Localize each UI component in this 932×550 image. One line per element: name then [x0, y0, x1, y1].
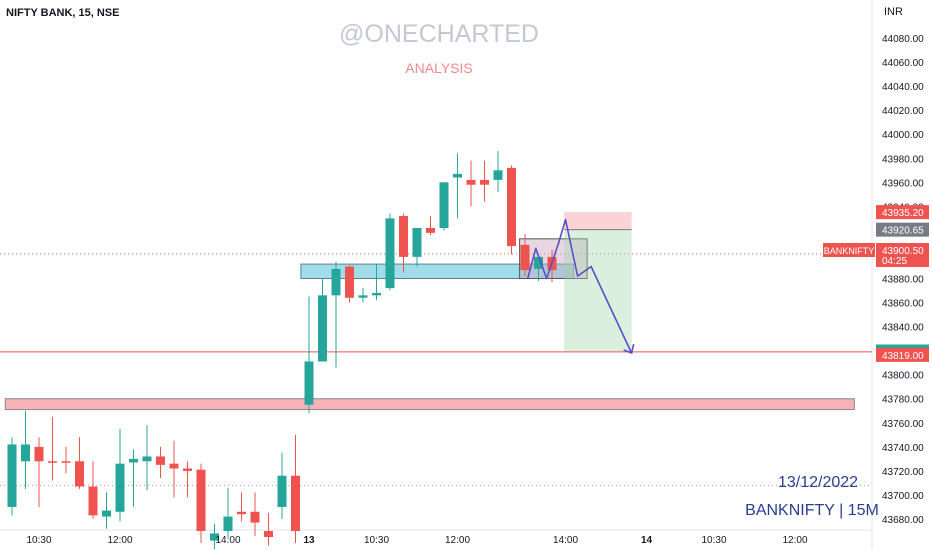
x-tick-label: 10:30 [701, 535, 726, 546]
symbol-tag [823, 243, 875, 257]
countdown-text: 04:25 [882, 256, 907, 267]
x-tick-label: 14:00 [215, 535, 240, 546]
candle-body-38[interactable] [520, 244, 530, 271]
target-zone[interactable] [564, 229, 632, 352]
y-tick-label: 43800.00 [882, 371, 924, 382]
watermark-subtitle: ANALYSIS [405, 60, 472, 76]
support-zone[interactable] [4, 398, 855, 411]
candle-body-25[interactable] [345, 266, 354, 298]
y-tick-label: 43840.00 [882, 323, 924, 334]
price-label-3: 43819.00 [882, 351, 924, 362]
candle-body-5[interactable] [75, 461, 84, 487]
candle-body-34[interactable] [466, 179, 476, 185]
candle-body-13[interactable] [183, 468, 192, 471]
y-tick-label: 43960.00 [882, 178, 924, 189]
candle-body-26[interactable] [358, 295, 368, 298]
candle-body-35[interactable] [480, 179, 489, 185]
currency-label: INR [884, 6, 903, 18]
demand-zone[interactable] [300, 263, 575, 280]
price-label-1: 43920.65 [882, 226, 924, 237]
candle-body-20[interactable] [277, 475, 287, 507]
candle-body-28[interactable] [385, 218, 395, 289]
current-price-text: 43900.50 [882, 246, 924, 257]
price-label-bg-0 [876, 205, 929, 220]
y-tick-label: 43700.00 [882, 491, 924, 502]
candle-body-2[interactable] [34, 446, 44, 462]
x-tick-label: 13 [303, 535, 315, 546]
y-tick-label: 43980.00 [882, 154, 924, 165]
candle-body-17[interactable] [237, 511, 246, 515]
y-tick-label: 44040.00 [882, 82, 924, 93]
y-tick-label: 43740.00 [882, 443, 924, 454]
x-tick-label: 12:00 [445, 535, 470, 546]
candle-body-37[interactable] [507, 167, 516, 247]
stop-loss-zone[interactable] [564, 212, 632, 230]
y-tick-label: 44000.00 [882, 130, 924, 141]
candle-body-27[interactable] [372, 292, 381, 296]
symbol-tag-text: BANKNIFTY [824, 246, 875, 256]
price-label-bg-3 [876, 347, 929, 362]
candle-body-23[interactable] [318, 295, 327, 362]
candle-body-4[interactable] [61, 461, 71, 463]
candle-body-18[interactable] [250, 511, 260, 523]
candle-body-32[interactable] [439, 182, 449, 229]
y-tick-label: 43760.00 [882, 419, 924, 430]
x-tick-label: 14:00 [553, 535, 578, 546]
candle-body-0[interactable] [7, 444, 17, 507]
y-tick-label: 43880.00 [882, 275, 924, 286]
watermark-title: @ONECHARTED [339, 20, 539, 48]
candle-body-21[interactable] [291, 475, 300, 532]
y-tick-label: 43860.00 [882, 299, 924, 310]
current-price-tag [876, 243, 929, 267]
candle-body-11[interactable] [156, 456, 165, 465]
y-tick-label: 44080.00 [882, 34, 924, 45]
y-tick-label: 43680.00 [882, 515, 924, 526]
symbol-label: NIFTY BANK, 15, NSE [6, 7, 120, 19]
x-tick-label: 10:30 [364, 535, 389, 546]
y-tick-label: 43720.00 [882, 467, 924, 478]
y-tick-label: 43780.00 [882, 395, 924, 406]
projection-path[interactable] [526, 218, 633, 354]
candle-body-3[interactable] [48, 461, 57, 463]
candle-body-16[interactable] [223, 516, 233, 532]
caption-annotation: BANKNIFTY | 15M [745, 502, 879, 519]
candle-body-29[interactable] [399, 215, 408, 257]
candle-body-39[interactable] [534, 256, 543, 269]
x-tick-label: 12:00 [782, 535, 807, 546]
candle-body-22[interactable] [304, 361, 314, 405]
projection-arrowhead [623, 343, 635, 355]
candle-body-10[interactable] [142, 456, 152, 462]
x-tick-label: 14 [641, 535, 653, 546]
price-label-0: 43935.20 [882, 208, 924, 219]
candle-body-33[interactable] [453, 173, 462, 178]
candle-body-7[interactable] [102, 510, 111, 517]
candle-body-30[interactable] [412, 228, 422, 257]
candle-body-15[interactable] [210, 533, 219, 541]
candle-body-12[interactable] [169, 463, 179, 469]
candle-body-6[interactable] [88, 486, 98, 516]
candle-body-31[interactable] [426, 228, 435, 233]
candle-body-8[interactable] [115, 463, 125, 512]
x-tick-label: 10:30 [26, 535, 51, 546]
y-tick-label: 44020.00 [882, 106, 924, 117]
candle-body-9[interactable] [129, 458, 138, 463]
x-tick-label: 12:00 [107, 535, 132, 546]
price-label-bg-1 [876, 222, 929, 237]
candle-body-36[interactable] [493, 170, 503, 180]
candle-body-19[interactable] [264, 531, 273, 538]
date-annotation: 13/12/2022 [778, 474, 858, 491]
candle-body-24[interactable] [331, 268, 341, 296]
candle-body-1[interactable] [21, 444, 30, 462]
y-tick-label: 44060.00 [882, 58, 924, 69]
candle-body-14[interactable] [196, 469, 206, 532]
